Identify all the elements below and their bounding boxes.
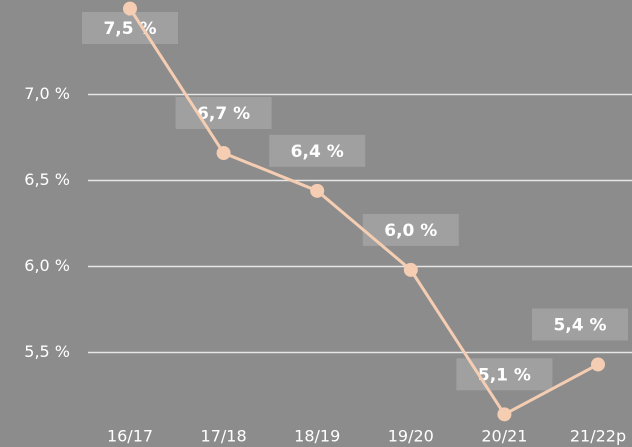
label-box <box>82 12 178 44</box>
point <box>497 407 512 422</box>
y-tick-label: 6,5 % <box>24 170 70 189</box>
x-tick-label: 16/17 <box>107 427 153 446</box>
y-tick-label: 5,5 % <box>24 342 70 361</box>
y-tick-label: 6,0 % <box>24 256 70 275</box>
point <box>216 146 231 161</box>
x-tick-label: 20/21 <box>481 427 527 446</box>
point <box>310 183 325 198</box>
x-tick-label: 17/18 <box>201 427 247 446</box>
label-box <box>269 134 366 167</box>
x-tick-label: 21/22p <box>570 427 626 446</box>
x-tick-label: 19/20 <box>388 427 434 446</box>
y-tick-label: 7,0 % <box>24 84 70 103</box>
line <box>128 7 599 417</box>
data-label: 7,5 % <box>103 19 156 39</box>
data-label: 6,4 % <box>291 142 344 162</box>
point <box>123 1 137 16</box>
point <box>591 357 605 372</box>
data-label: 6,7 % <box>197 104 250 124</box>
labels: 7,5 % 6,7 % 6,4 % 6,0 % 5,1 % 5,4 % <box>82 12 628 391</box>
label-box <box>532 308 628 341</box>
x-tick-label: 18/19 <box>294 427 340 446</box>
data-label: 5,1 % <box>478 365 531 385</box>
point <box>403 262 418 277</box>
data-label: 6,0 % <box>384 221 437 241</box>
label-box <box>362 213 459 246</box>
data-label: 5,4 % <box>553 315 606 335</box>
